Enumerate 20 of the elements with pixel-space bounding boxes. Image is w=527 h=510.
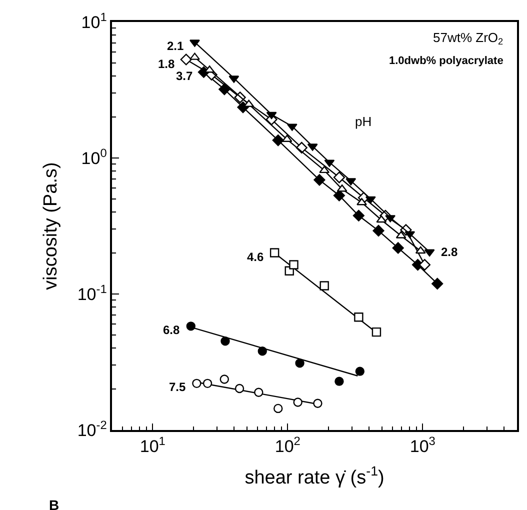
annotation: pH — [355, 114, 372, 129]
annotation: 3.7 — [176, 69, 194, 83]
annotation: 2.1 — [167, 39, 184, 53]
annotation: 7.5 — [169, 380, 186, 394]
y-tick-label: 10$^{-1}$ — [77, 282, 108, 304]
annotation: 1.0dwb% polyacrylate — [389, 55, 504, 67]
annotation: 2.8 — [441, 245, 458, 259]
y-tick-label: 10$^{0}$ — [81, 146, 108, 168]
y-axis-title: viscosity (Pa.s) — [40, 162, 62, 290]
x-tick-label: 10$^{1}$ — [140, 434, 166, 456]
annotation: 1.8 — [158, 57, 176, 71]
x-axis-title: shear rate γ̇ (s$^{-1}$) — [244, 463, 384, 488]
x-tick-label: 10$^{2}$ — [274, 434, 301, 456]
x-tick-label: 10$^{3}$ — [410, 434, 436, 456]
annotation: 57wt% ZrO$_{2}$ — [433, 30, 504, 47]
text: B — [49, 497, 60, 510]
annotation: 6.8 — [163, 323, 180, 337]
y-tick-label: 10$^{-2}$ — [77, 418, 108, 440]
annotation: 4.6 — [247, 250, 264, 264]
y-tick-label: 10$^{1}$ — [81, 10, 108, 32]
